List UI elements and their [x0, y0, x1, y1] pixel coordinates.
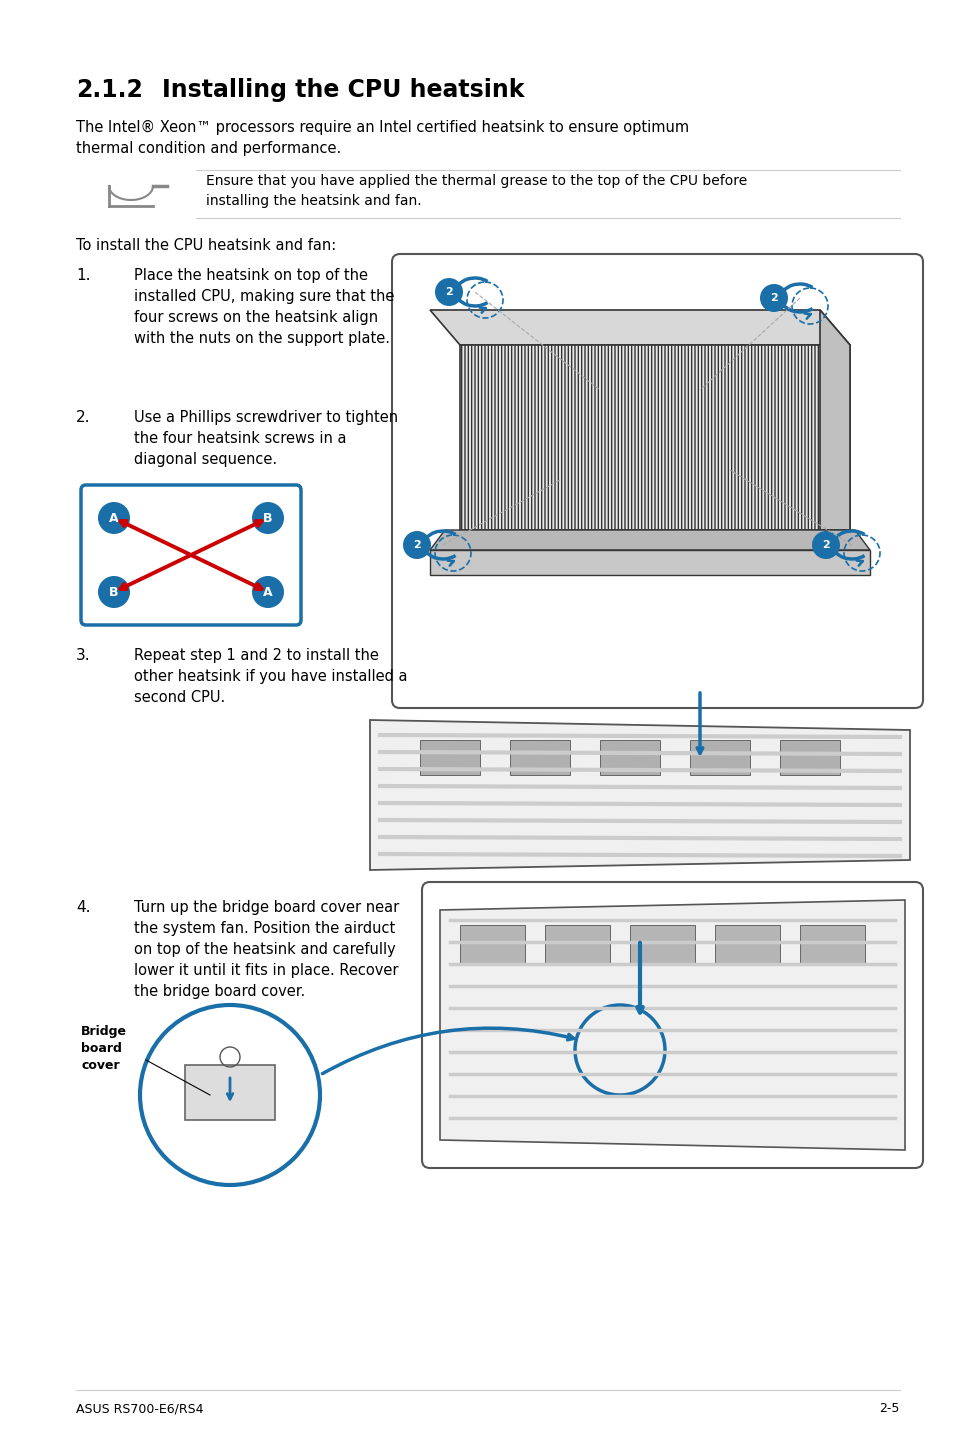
Text: 2: 2 [769, 293, 777, 303]
Text: 1.: 1. [76, 267, 91, 283]
Bar [780, 741, 840, 775]
Text: 2: 2 [413, 541, 420, 549]
Bar [800, 925, 864, 965]
Polygon shape [370, 720, 909, 870]
Polygon shape [820, 311, 849, 531]
Text: 2.: 2. [76, 410, 91, 426]
Text: B: B [110, 585, 118, 598]
Text: Place the heatsink on top of the
installed CPU, making sure that the
four screws: Place the heatsink on top of the install… [133, 267, 394, 347]
Bar [419, 741, 479, 775]
Text: To install the CPU heatsink and fan:: To install the CPU heatsink and fan: [76, 239, 335, 253]
Polygon shape [439, 900, 904, 1150]
Text: Repeat step 1 and 2 to install the
other heatsink if you have installed a
second: Repeat step 1 and 2 to install the other… [133, 649, 407, 705]
Bar [544, 925, 609, 965]
Bar [185, 1066, 274, 1120]
Circle shape [252, 577, 284, 608]
Bar [689, 741, 749, 775]
Text: 2.1.2: 2.1.2 [76, 78, 143, 102]
Text: The Intel® Xeon™ processors require an Intel certified heatsink to ensure optimu: The Intel® Xeon™ processors require an I… [76, 119, 688, 155]
Text: Bridge
board
cover: Bridge board cover [81, 1025, 127, 1071]
Text: 2-5: 2-5 [879, 1402, 899, 1415]
FancyBboxPatch shape [421, 881, 923, 1168]
Text: 4.: 4. [76, 900, 91, 915]
Polygon shape [430, 311, 849, 345]
Text: A: A [263, 585, 273, 598]
Circle shape [435, 278, 462, 306]
Bar [510, 741, 569, 775]
Text: Installing the CPU heatsink: Installing the CPU heatsink [162, 78, 524, 102]
Polygon shape [430, 549, 869, 575]
FancyBboxPatch shape [392, 255, 923, 707]
Circle shape [140, 1005, 319, 1185]
Bar [714, 925, 780, 965]
Text: 2: 2 [445, 288, 453, 298]
Circle shape [252, 502, 284, 533]
Circle shape [402, 531, 431, 559]
Text: B: B [263, 512, 273, 525]
Bar [459, 925, 524, 965]
Bar [599, 741, 659, 775]
Circle shape [760, 283, 787, 312]
Text: ASUS RS700-E6/RS4: ASUS RS700-E6/RS4 [76, 1402, 203, 1415]
Polygon shape [430, 531, 869, 549]
Text: Use a Phillips screwdriver to tighten
the four heatsink screws in a
diagonal seq: Use a Phillips screwdriver to tighten th… [133, 410, 397, 467]
Polygon shape [459, 345, 849, 531]
Circle shape [98, 502, 130, 533]
Circle shape [98, 577, 130, 608]
Bar [629, 925, 695, 965]
Text: Ensure that you have applied the thermal grease to the top of the CPU before
ins: Ensure that you have applied the thermal… [206, 174, 746, 207]
Text: Turn up the bridge board cover near
the system fan. Position the airduct
on top : Turn up the bridge board cover near the … [133, 900, 399, 999]
Text: 2: 2 [821, 541, 829, 549]
Text: A: A [109, 512, 119, 525]
Text: 3.: 3. [76, 649, 91, 663]
Circle shape [811, 531, 840, 559]
FancyBboxPatch shape [81, 485, 301, 626]
